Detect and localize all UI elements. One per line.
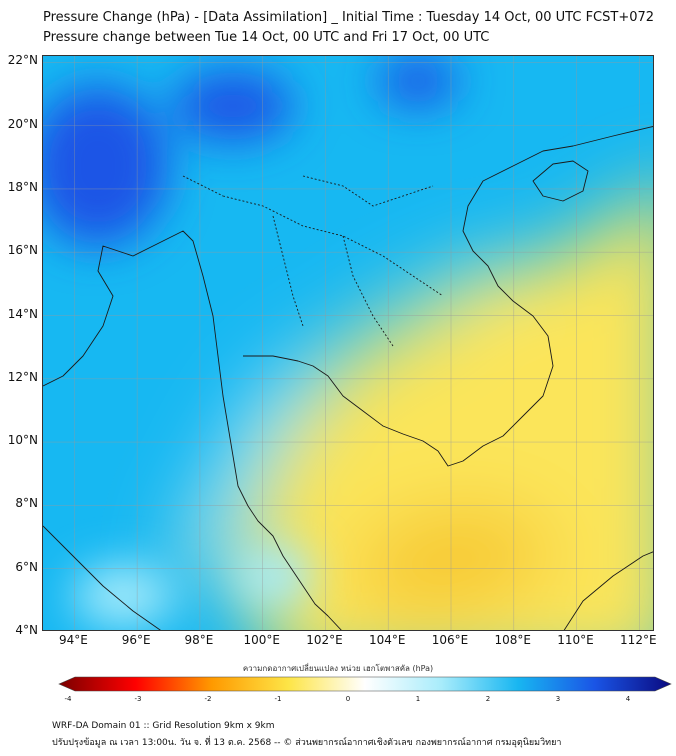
colorbar-tick-label: 1	[415, 695, 421, 703]
lat-tick-label: 10°N	[7, 433, 38, 448]
field-rise-region	[243, 194, 653, 630]
field-slight-fall-southwest	[73, 566, 173, 626]
footer-model-info: WRF-DA Domain 01 :: Grid Resolution 9km …	[52, 721, 275, 731]
colorbar-tick-label: 4	[625, 695, 631, 703]
lon-tick-label: 102°E	[306, 633, 343, 647]
lon-tick-label: 106°E	[431, 633, 469, 647]
coastline-hainan	[532, 160, 589, 202]
lon-tick-label: 112°E	[620, 633, 657, 647]
border-lines	[182, 175, 444, 347]
colorbar-tick-label: 0	[345, 695, 351, 703]
map-gridlines	[43, 56, 653, 630]
colorbar-caption: ความกดอากาศเปลี่ยนแปลง หน่วย เฮกโตพาสคัล…	[242, 664, 434, 673]
field-strong-fall-northeast	[378, 56, 458, 106]
colorbar-tick-label: 2	[485, 695, 491, 703]
lat-tick-label: 4°N	[15, 623, 38, 637]
lon-tick-label: 108°E	[494, 633, 532, 647]
lon-tick-label: 104°E	[368, 633, 406, 647]
lat-tick-label: 8°N	[15, 496, 38, 511]
colorbar-bar	[58, 676, 672, 692]
lon-tick-label: 100°E	[243, 633, 280, 647]
chart-subtitle: Pressure change between Tue 14 Oct, 00 U…	[43, 30, 490, 45]
lat-tick-label: 22°N	[7, 53, 38, 68]
lat-tick-label: 6°N	[15, 559, 38, 574]
lon-tick-label: 110°E	[557, 633, 594, 647]
lat-tick-label: 16°N	[7, 243, 38, 258]
colorbar	[58, 676, 672, 692]
lat-tick-label: 12°N	[7, 369, 38, 384]
colorbar-tick-label: -3	[134, 695, 142, 703]
field-slight-fall-south	[233, 546, 313, 606]
map-canvas	[43, 56, 653, 630]
lat-tick-label: 20°N	[7, 116, 38, 131]
coastlines	[43, 126, 653, 630]
coastline-borneo	[563, 551, 653, 630]
lon-tick-label: 98°E	[184, 633, 214, 647]
field-neutral-region	[203, 356, 333, 596]
colorbar-tick-label: -4	[64, 695, 72, 703]
colorbar-tick-label: 3	[555, 695, 561, 703]
footer-credit: ปรับปรุงข้อมูล ณ เวลา 13:00น. วัน จ. ที่…	[52, 738, 562, 748]
field-strong-fall-north	[173, 71, 293, 141]
field-strong-rise-region	[343, 506, 563, 616]
colorbar-tick-label: -1	[274, 695, 282, 703]
coastline-gulf-of-thailand	[243, 126, 653, 467]
coastline-mainland	[43, 230, 342, 630]
pressure-change-map[interactable]	[42, 55, 654, 631]
lat-tick-label: 18°N	[7, 179, 38, 194]
lon-tick-label: 96°E	[121, 633, 151, 647]
lon-tick-label: 94°E	[58, 633, 88, 647]
colorbar-tick-label: -2	[204, 695, 212, 703]
lat-tick-label: 14°N	[7, 306, 38, 321]
coastline-sumatra	[43, 525, 161, 630]
pressure-field	[43, 56, 653, 630]
chart-title: Pressure Change (hPa) - [Data Assimilati…	[43, 10, 655, 25]
